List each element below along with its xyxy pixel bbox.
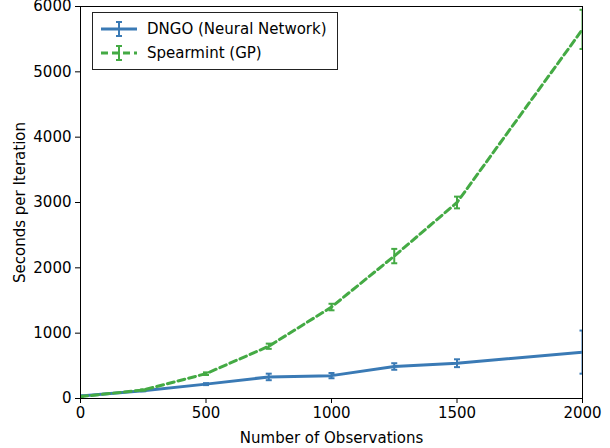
html-text:DNGO (Neural Network): DNGO (Neural Network) xyxy=(147,20,327,38)
svg-text:0: 0 xyxy=(76,404,86,422)
svg-text:500: 500 xyxy=(192,404,221,422)
svg-text:Seconds per Iteration: Seconds per Iteration xyxy=(11,122,29,283)
svg-text:2000: 2000 xyxy=(33,259,71,277)
svg-text:2000: 2000 xyxy=(563,404,601,422)
svg-text:3000: 3000 xyxy=(33,193,71,211)
svg-text:1000: 1000 xyxy=(33,324,71,342)
svg-text:1500: 1500 xyxy=(438,404,476,422)
svg-text:0: 0 xyxy=(62,389,72,407)
svg-text:5000: 5000 xyxy=(33,63,71,81)
svg-text:1000: 1000 xyxy=(312,404,350,422)
svg-text:6000: 6000 xyxy=(33,0,71,15)
html-text:Spearmint (GP): Spearmint (GP) xyxy=(147,44,262,62)
svg-text:Number of Observations: Number of Observations xyxy=(240,429,424,447)
svg-text:4000: 4000 xyxy=(33,128,71,146)
